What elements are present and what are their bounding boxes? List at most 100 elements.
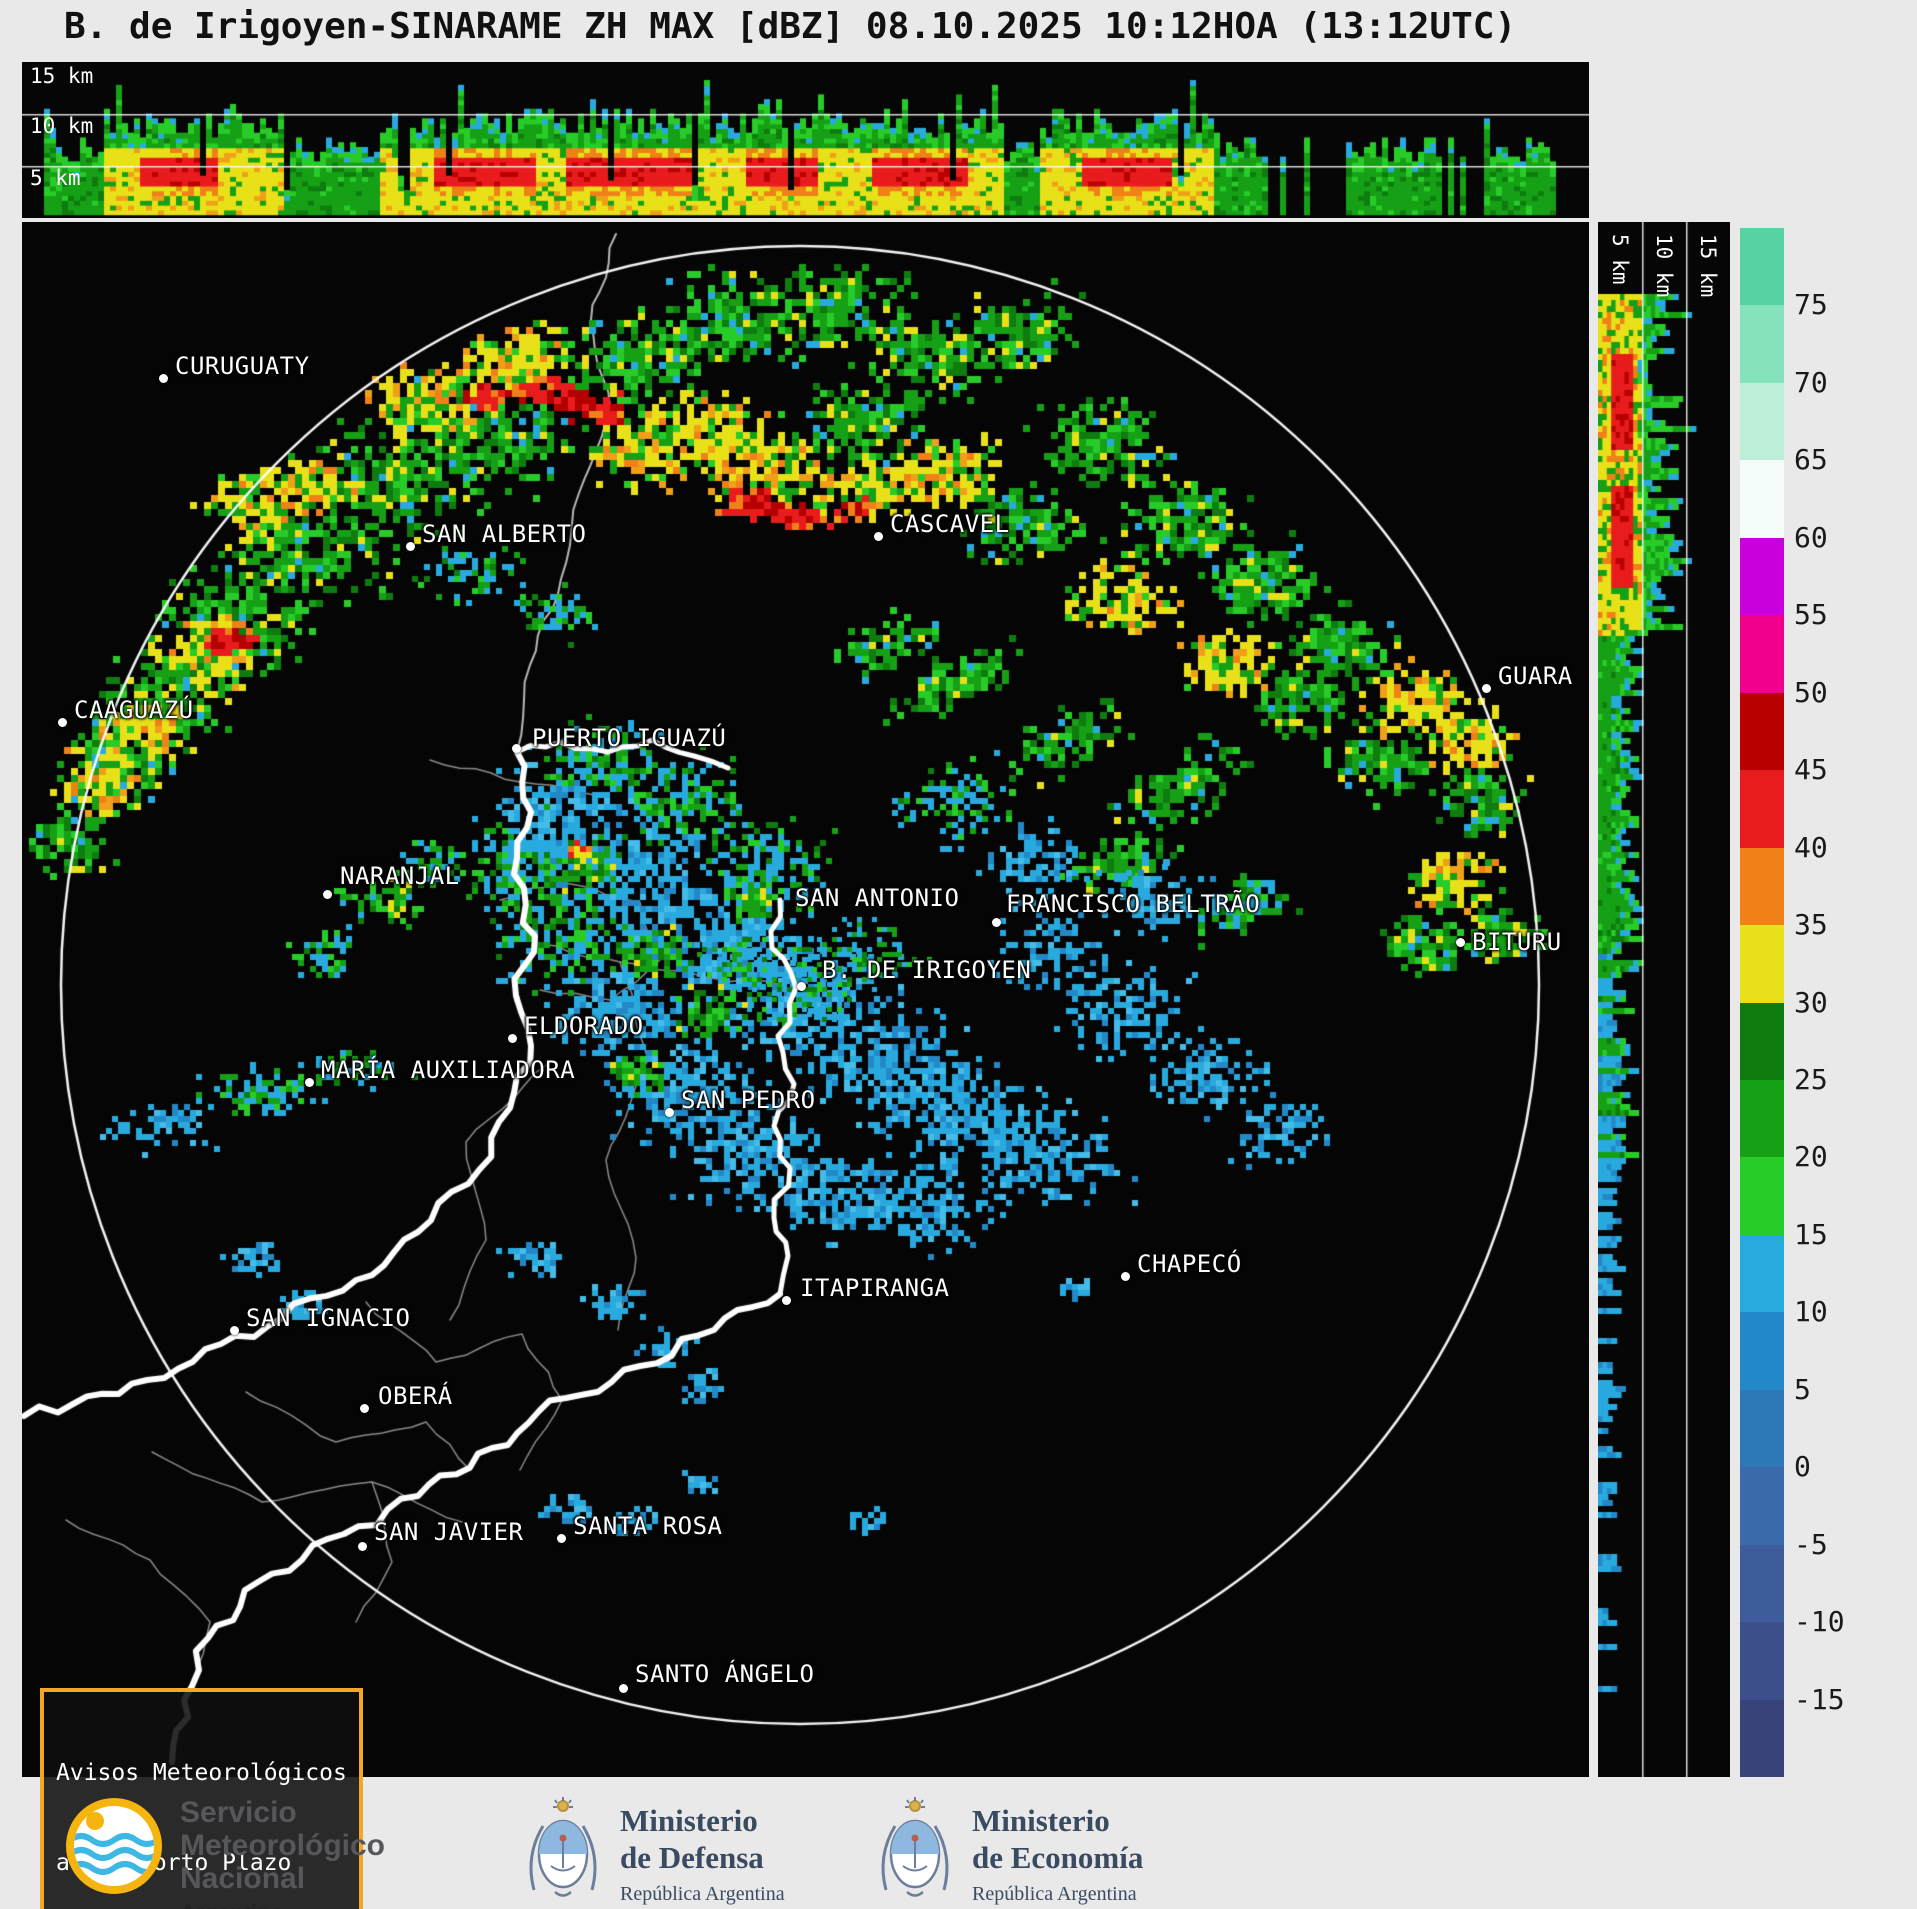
city-label: CHAPECÓ [1137,1250,1242,1278]
colorbar-tick: 15 [1794,1217,1828,1251]
city-dot [619,1684,628,1693]
city-label: PUERTO IGUAZÚ [532,724,727,752]
colorbar-tick: -10 [1794,1605,1845,1639]
ministry-economia-sub: República Argentina [972,1883,1137,1905]
colorbar-tick: 70 [1794,365,1828,399]
colorbar-tick: 50 [1794,675,1828,709]
colorbar-segment [1740,1622,1784,1700]
city-label: MARÍA AUXILIADORA [321,1056,576,1084]
smn-branding: Servicio Meteorológico Nacional Argentin… [64,1796,385,1909]
ministry-defensa-line-1: Ministerio [620,1803,758,1838]
city-label: B. DE IRIGOYEN [822,956,1032,984]
colorbar-segment [1740,1544,1784,1623]
colorbar-segment [1740,460,1784,538]
colorbar-tick: 0 [1794,1450,1811,1484]
city-dot [992,918,1001,927]
height-label-15km: 15 km [30,64,94,88]
cross-section-right [1598,222,1730,1777]
city-dot [406,542,415,551]
colorbar-tick: 60 [1794,520,1828,554]
coat-of-arms-defensa-icon [520,1796,606,1904]
colorbar-segment [1740,1234,1784,1313]
colorbar-tick: 30 [1794,985,1828,1019]
cross-section-top [22,62,1589,218]
smn-country: Argentina [180,1900,385,1909]
ministry-defensa-branding: Ministerio de Defensa República Argentin… [520,1796,785,1906]
city-dot [665,1108,674,1117]
city-label: SAN PEDRO [681,1086,816,1114]
height-label-10km: 10 km [30,114,94,138]
height-label-right-15km: 15 km [1696,234,1720,298]
city-dot [323,890,332,899]
radar-map-canvas [22,222,1589,1777]
colorbar-segment [1740,1699,1784,1778]
colorbar-segment [1740,305,1784,383]
ministry-economia-branding: Ministerio de Economía República Argenti… [872,1796,1143,1906]
colorbar-segment [1740,1389,1784,1468]
city-label: SANTO ÁNGELO [635,1660,815,1688]
ministry-defensa-line-2: de Defensa [620,1840,764,1875]
smn-name-line-3: Nacional [180,1862,306,1895]
city-label: FRANCISCO BELTRÃO [1006,890,1261,918]
city-dot [58,718,67,727]
city-dot [159,374,168,383]
city-label: CURUGUATY [175,352,310,380]
page-title: B. de Irigoyen-SINARAME ZH MAX [dBZ] 08.… [64,6,1517,47]
colorbar-tick: -15 [1794,1682,1845,1716]
smn-name-line-2: Meteorológico [180,1829,386,1862]
city-dot [512,744,521,753]
colorbar-tick: 40 [1794,830,1828,864]
colorbar-segment [1740,770,1784,848]
colorbar-segment [1740,228,1784,306]
colorbar-segment [1740,537,1784,616]
city-dot [1482,684,1491,693]
city-dot [782,1296,791,1305]
city-dot [360,1404,369,1413]
smn-logo-icon [64,1796,164,1900]
colorbar-segment [1740,925,1784,1003]
dbz-colorbar [1740,228,1784,1778]
colorbar-segment [1740,1312,1784,1390]
colorbar-segment [1740,615,1784,693]
city-label: ITAPIRANGA [800,1274,950,1302]
city-dot [358,1542,367,1551]
colorbar-segment [1740,1157,1784,1235]
city-label: SAN ANTONIO [795,884,960,912]
city-label: OBERÁ [378,1382,453,1410]
colorbar-tick: 55 [1794,598,1828,632]
city-label: SAN IGNACIO [246,1304,411,1332]
colorbar-tick: -5 [1794,1527,1828,1561]
city-label: GUARA [1498,662,1573,690]
city-label: SANTA ROSA [573,1512,723,1540]
colorbar-segment [1740,1002,1784,1080]
colorbar-tick: 65 [1794,443,1828,477]
city-dot [557,1534,566,1543]
colorbar-tick: 25 [1794,1062,1828,1096]
city-dot [874,532,883,541]
city-label: SAN JAVIER [374,1518,524,1546]
colorbar-tick: 75 [1794,288,1828,322]
colorbar-segment [1740,1079,1784,1158]
ministry-economia-line-1: Ministerio [972,1803,1110,1838]
city-dot [797,982,806,991]
colorbar-segment [1740,692,1784,771]
city-dot [305,1078,314,1087]
coat-of-arms-economia-icon [872,1796,958,1904]
city-label: SAN ALBERTO [422,520,587,548]
city-dot [508,1034,517,1043]
colorbar-tick: 5 [1794,1372,1811,1406]
height-label-right-5km: 5 km [1608,234,1632,285]
warning-line-1: Avisos Meteorológicos [56,1760,347,1786]
ministry-economia-line-2: de Economía [972,1840,1144,1875]
colorbar-tick: 10 [1794,1295,1828,1329]
city-label: CAAGUAZÚ [74,696,194,724]
ministry-defensa-sub: República Argentina [620,1883,785,1905]
colorbar-tick: 45 [1794,753,1828,787]
colorbar-tick: 35 [1794,908,1828,942]
colorbar-tick: 20 [1794,1140,1828,1174]
city-label: NARANJAL [340,862,460,890]
city-label: CASCAVEL [890,510,1010,538]
colorbar-segment [1740,382,1784,461]
city-label: BITURU [1472,928,1562,956]
